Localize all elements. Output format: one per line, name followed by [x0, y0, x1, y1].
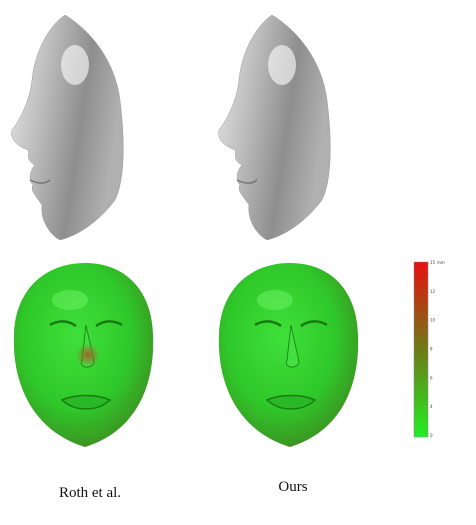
colorbar-tick-label: 4: [430, 404, 433, 409]
face-profile-ours: [217, 14, 332, 241]
face-error-ours: [217, 261, 360, 449]
caption: Ours: [278, 479, 307, 495]
colorbar: [413, 261, 429, 438]
colorbar-tick-label: 15: [430, 260, 436, 265]
colorbar-tick-label: 12: [430, 289, 436, 294]
colorbar-tick-label: 6: [430, 375, 433, 380]
face-profile-roth: [10, 14, 125, 241]
caption: Roth et al.: [59, 485, 121, 501]
colorbar-tick-label: 10: [430, 318, 436, 323]
colorbar-ticks: 15 12 10 8 6 4 0: [430, 260, 436, 438]
colorbar-tick-label: 0: [430, 433, 433, 438]
nose-error: [76, 343, 100, 367]
colorbar-tick-label: 8: [430, 347, 433, 352]
colorbar-unit: mm: [437, 260, 445, 265]
